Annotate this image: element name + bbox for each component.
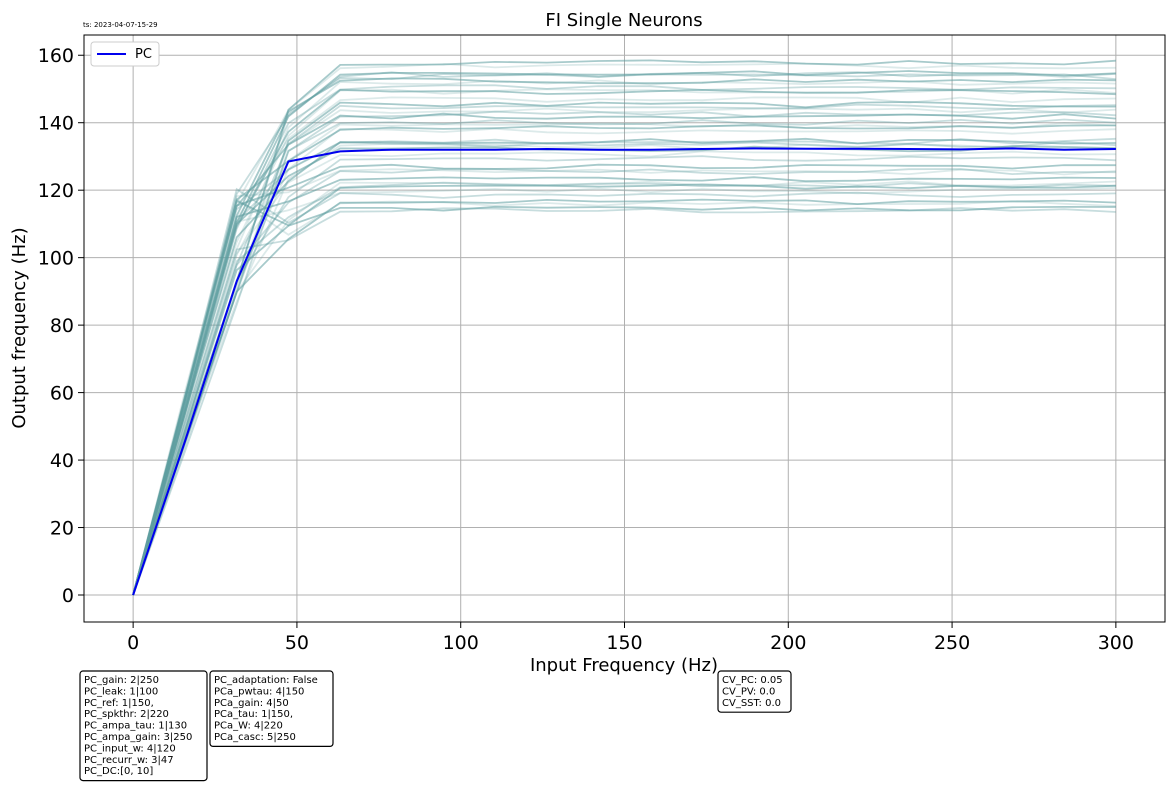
x-axis-label: Input Frequency (Hz) [530, 655, 718, 676]
background-trace-line [132, 142, 1116, 596]
background-trace-line [132, 77, 1116, 596]
info-box-line: PC_ampa_gain: 3|250 [84, 732, 192, 743]
background-trace-line [132, 84, 1116, 596]
background-trace-line [132, 70, 1116, 596]
background-trace-line [132, 73, 1116, 596]
background-trace-line [132, 137, 1116, 596]
background-trace-line [132, 137, 1116, 596]
info-box-line: PC_adaptation: False [214, 675, 318, 686]
background-trace-line [132, 110, 1116, 596]
background-trace-line [132, 124, 1116, 596]
info-box-line: PC_input_w: 4|120 [84, 743, 176, 754]
y-tick-label: 0 [62, 585, 74, 607]
y-tick-label: 140 [38, 113, 74, 135]
background-trace-line [132, 163, 1116, 596]
background-trace-line [132, 118, 1116, 596]
background-trace-line [132, 198, 1116, 596]
x-tick-label: 300 [1098, 632, 1134, 654]
y-tick-label: 120 [38, 180, 74, 202]
info-box-line: PCa_W: 4|220 [214, 721, 283, 732]
x-axis-ticks: 0 50 100 150 200 250 300 [127, 622, 1134, 654]
x-tick-label: 150 [606, 632, 642, 654]
timestamp: ts: 2023-04-07-15-29 [83, 21, 158, 29]
y-tick-label: 60 [50, 383, 74, 405]
background-trace-line [132, 141, 1116, 596]
info-box-line: PC_spkthr: 2|220 [84, 709, 169, 720]
x-tick-label: 50 [285, 632, 309, 654]
info-box-line: CV_PC: 0.05 [722, 675, 783, 686]
info-box-line: PC_ref: 1|150, [84, 698, 154, 709]
info-box-line: PCa_gain: 4|50 [214, 698, 289, 709]
background-trace-line [132, 180, 1116, 596]
legend: PC [90, 41, 160, 67]
y-axis-label: Output frequency (Hz) [9, 227, 30, 428]
info-box-line: PCa_casc: 5|250 [214, 732, 296, 743]
background-trace-line [132, 155, 1116, 596]
background-trace-line [132, 187, 1116, 596]
grid [84, 35, 1165, 622]
info-box-frame [209, 670, 334, 748]
y-tick-label: 40 [50, 450, 74, 472]
background-trace-line [132, 168, 1116, 596]
y-tick-label: 80 [50, 315, 74, 337]
background-trace-line [132, 187, 1116, 596]
background-trace-line [132, 150, 1116, 596]
info-box-line: PC_leak: 1|100 [84, 686, 158, 697]
x-tick-label: 200 [770, 632, 806, 654]
background-trace-line [132, 103, 1116, 596]
info-box-line: PC_recurr_w: 3|47 [84, 755, 174, 766]
x-tick-label: 0 [127, 632, 139, 654]
background-trace-line [132, 59, 1116, 596]
info-box-line: CV_PV: 0.0 [722, 686, 775, 697]
info-box-line: PC_DC:[0, 10] [84, 766, 153, 777]
background-traces [132, 59, 1116, 596]
info-box-line: PCa_pwtau: 4|150 [214, 686, 304, 697]
background-trace-line [132, 127, 1116, 596]
series-line-pc [132, 147, 1116, 596]
background-trace-line [132, 88, 1116, 596]
background-trace-line [132, 107, 1116, 596]
background-trace-line [132, 88, 1116, 596]
background-trace-line [132, 181, 1116, 596]
background-trace-line [132, 176, 1116, 596]
y-axis-ticks: 0 20 40 60 80 100 120 140 160 [38, 45, 84, 607]
y-tick-label: 160 [38, 45, 74, 67]
background-trace-line [132, 96, 1116, 596]
info-box-frame [717, 670, 792, 713]
background-trace-line [132, 207, 1116, 596]
info-box-line: PC_gain: 2|250 [84, 675, 159, 686]
y-tick-label: 20 [50, 518, 74, 540]
chart-title: FI Single Neurons [545, 10, 702, 31]
info-box-line: PC_ampa_tau: 1|130 [84, 721, 187, 732]
background-trace-line [132, 112, 1116, 596]
info-box-frame [79, 670, 208, 782]
info-box-line: CV_SST: 0.0 [722, 698, 781, 709]
background-trace-line [132, 205, 1116, 596]
background-trace-line [132, 197, 1116, 596]
background-trace-line [132, 71, 1116, 596]
background-trace-line [132, 79, 1116, 596]
legend-label-pc: PC [135, 47, 152, 62]
x-tick-label: 100 [443, 632, 479, 654]
y-tick-label: 100 [38, 248, 74, 270]
background-trace-line [132, 101, 1116, 596]
background-trace-line [132, 122, 1116, 596]
x-tick-label: 250 [934, 632, 970, 654]
info-box-line: PCa_tau: 1|150, [214, 709, 293, 720]
background-trace-line [132, 183, 1116, 596]
main-series [132, 147, 1116, 596]
background-trace-line [132, 168, 1116, 596]
